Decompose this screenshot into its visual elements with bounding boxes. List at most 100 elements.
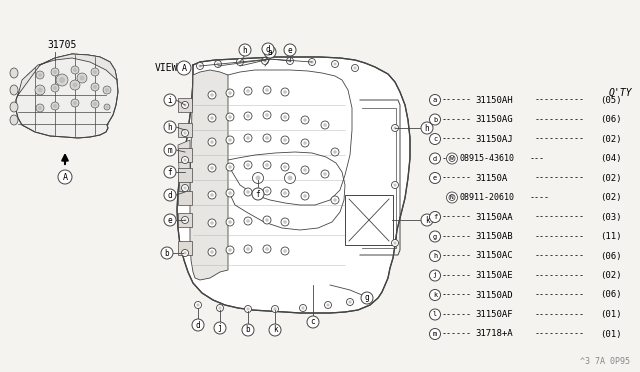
Text: ----------: ---------- [535, 310, 585, 319]
Text: ------: ------ [442, 232, 472, 241]
Circle shape [429, 114, 440, 125]
Bar [345, 195, 393, 245]
Circle shape [361, 292, 373, 304]
Circle shape [263, 161, 271, 169]
Circle shape [226, 136, 234, 144]
Text: ----------: ---------- [535, 291, 585, 299]
Circle shape [184, 131, 187, 135]
Text: ----------: ---------- [535, 96, 585, 105]
Text: 08915-43610: 08915-43610 [459, 154, 514, 163]
Circle shape [449, 195, 455, 201]
Circle shape [421, 122, 433, 134]
Circle shape [208, 114, 216, 122]
Circle shape [164, 144, 176, 156]
Circle shape [228, 165, 232, 169]
Circle shape [244, 188, 252, 196]
Polygon shape [190, 70, 228, 280]
Circle shape [333, 198, 337, 202]
Circle shape [281, 247, 289, 255]
Circle shape [182, 157, 189, 164]
Circle shape [103, 86, 111, 94]
Text: ^3 7A 0P95: ^3 7A 0P95 [580, 357, 630, 366]
Circle shape [77, 73, 87, 83]
Circle shape [164, 189, 176, 201]
Circle shape [303, 194, 307, 198]
Text: ------: ------ [442, 173, 472, 183]
Circle shape [244, 245, 252, 253]
Circle shape [263, 86, 271, 94]
Text: 31718+A: 31718+A [475, 330, 513, 339]
Text: 31150AF: 31150AF [475, 310, 513, 319]
Circle shape [429, 289, 440, 301]
Text: l: l [433, 311, 437, 317]
Circle shape [184, 218, 187, 222]
Circle shape [421, 214, 433, 226]
Circle shape [184, 186, 187, 190]
Circle shape [246, 89, 250, 93]
Circle shape [38, 73, 42, 77]
Circle shape [164, 94, 176, 106]
Circle shape [447, 192, 458, 203]
Text: ------: ------ [442, 135, 472, 144]
Circle shape [210, 193, 214, 197]
Text: (05): (05) [600, 96, 621, 105]
Text: c: c [433, 136, 437, 142]
Circle shape [265, 189, 269, 193]
Text: ------: ------ [442, 330, 472, 339]
Circle shape [331, 148, 339, 156]
Text: k: k [433, 292, 437, 298]
Circle shape [283, 165, 287, 169]
Circle shape [394, 126, 397, 129]
Polygon shape [177, 57, 410, 313]
Circle shape [301, 192, 309, 200]
Circle shape [246, 163, 250, 167]
Text: h: h [243, 45, 247, 55]
Circle shape [283, 115, 287, 119]
Circle shape [208, 91, 216, 99]
Circle shape [246, 136, 250, 140]
Circle shape [79, 76, 84, 80]
Circle shape [196, 62, 204, 70]
Circle shape [351, 64, 358, 71]
Circle shape [182, 185, 189, 192]
Circle shape [287, 58, 294, 64]
Circle shape [265, 218, 269, 222]
Circle shape [73, 68, 77, 72]
Text: d: d [433, 155, 437, 161]
Circle shape [56, 74, 68, 86]
Text: f: f [256, 189, 260, 199]
Text: -: - [442, 154, 447, 163]
Text: a: a [433, 97, 437, 103]
Circle shape [253, 173, 264, 183]
Text: h: h [168, 122, 172, 131]
Text: 31150A: 31150A [475, 173, 508, 183]
Text: ----------: ---------- [535, 232, 585, 241]
Text: 31150AJ: 31150AJ [475, 135, 513, 144]
Text: A: A [63, 173, 67, 182]
Circle shape [228, 138, 232, 142]
Bar [178, 191, 192, 205]
Circle shape [182, 250, 189, 257]
Circle shape [394, 183, 397, 187]
Circle shape [284, 44, 296, 56]
Circle shape [265, 247, 269, 251]
Circle shape [53, 86, 57, 90]
Circle shape [196, 304, 200, 307]
Circle shape [263, 134, 271, 142]
Circle shape [301, 139, 309, 147]
Circle shape [36, 71, 44, 79]
Text: W: W [450, 156, 454, 161]
Circle shape [264, 46, 276, 58]
Circle shape [269, 324, 281, 336]
Ellipse shape [10, 115, 18, 125]
Text: d: d [168, 190, 172, 199]
Bar [178, 123, 192, 137]
Circle shape [216, 305, 223, 311]
Circle shape [51, 68, 59, 76]
Circle shape [239, 44, 251, 56]
Circle shape [182, 217, 189, 224]
Circle shape [208, 248, 216, 256]
Text: c: c [310, 317, 316, 327]
Circle shape [182, 102, 189, 109]
Circle shape [281, 218, 289, 226]
